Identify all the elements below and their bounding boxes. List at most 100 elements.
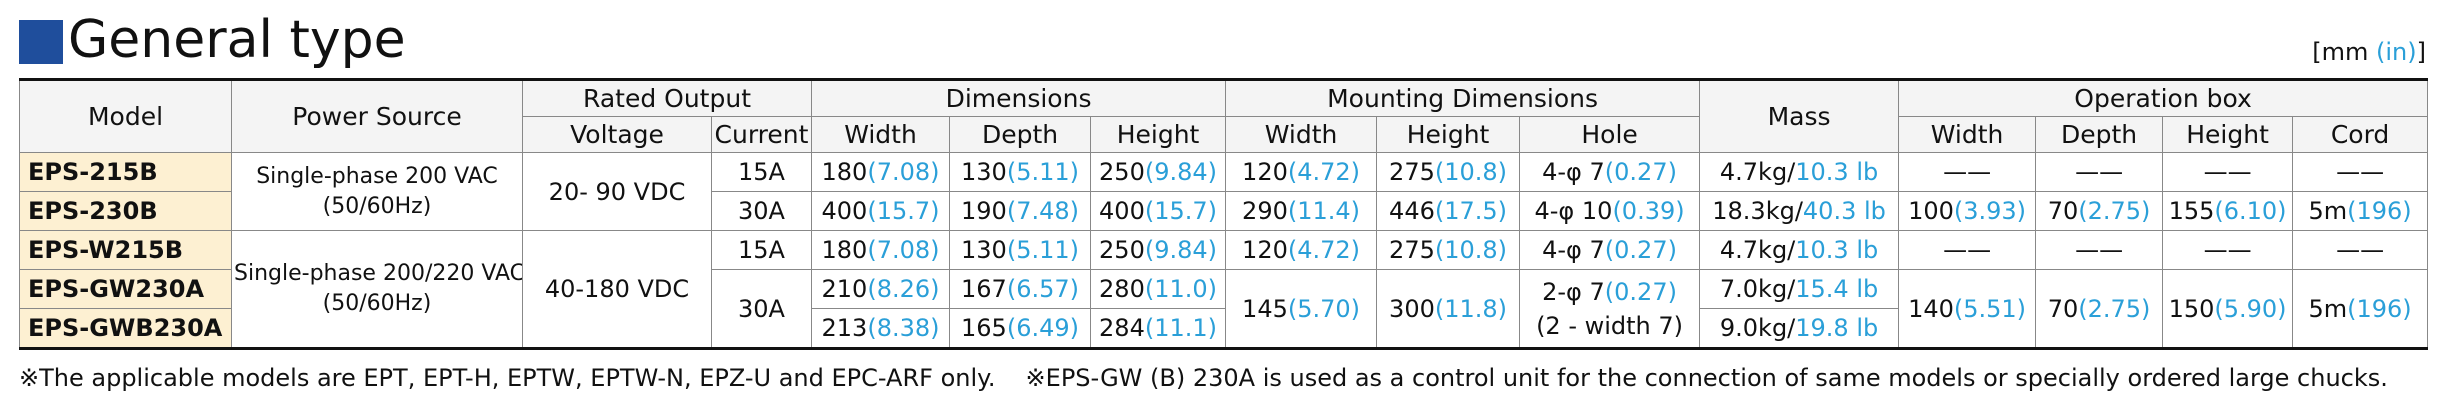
footnote: ※The applicable models are EPT, EPT-H, E… [19,364,996,392]
value-inch: (7.08) [867,158,940,186]
data-cell: 120(4.72) [1225,152,1378,192]
value-metric: 18.3kg/ [1712,197,1803,225]
value-inch: (11.4) [1287,197,1361,225]
value-inch: 40.3 lb [1802,197,1886,225]
unit-close: ] [2416,38,2426,66]
value-metric: 130 [961,158,1007,186]
model-cell: EPS-GWB230A [19,308,232,349]
header-cell: Model [19,79,232,153]
value-metric: 446 [1389,197,1435,225]
data-cell: 20- 90 VDC [522,152,712,231]
value-metric: 140 [1908,294,1954,323]
value-metric: 5m [2308,294,2348,323]
header-cell: Rated Output [521,79,813,117]
data-cell: —— [2035,152,2164,192]
header-subcell: Height [1090,116,1227,153]
value-metric: 210 [821,275,868,303]
value-metric: 165 [961,314,1007,342]
data-cell: 190(7.48) [949,191,1092,231]
data-cell: —— [2035,230,2164,270]
value-inch: (6.49) [1006,314,1079,342]
value-metric: 120 [1242,158,1288,186]
data-row: EPS-W215B Single-phase 200/220 VAC (50/60H… [19,230,2429,349]
title: General type [68,10,406,70]
value-metric: 213 [821,314,868,342]
value-metric: 167 [961,275,1007,303]
header-subcell: Height [2162,116,2294,153]
data-cell: 15A [710,230,813,270]
data-cell: 30A [710,269,813,349]
cell-text: —— [2075,236,2124,264]
cell-text: 30A [738,197,785,225]
cell-line: Single-phase 200/220 VAC [234,261,523,286]
header-subcell: Depth [949,116,1092,153]
data-cell: 140(5.51) [1898,269,2037,349]
data-cell: 400(15.7) [1090,191,1227,231]
value-inch: (15.7) [867,197,940,225]
data-cell: 15A [710,152,813,192]
value-metric: 100 [1908,197,1954,225]
value-inch: (9.84) [1144,158,1218,186]
value-metric: 120 [1242,236,1288,264]
cell-text: 15A [738,236,785,264]
value-metric: 275 [1389,236,1435,264]
value-inch: (6.57) [1006,275,1079,303]
cell-text: EPS-GW230A [28,275,205,303]
value-metric: 4-φ 7 [1542,236,1605,264]
data-cell: 180(7.08) [811,152,951,192]
value-metric: 400 [821,197,868,225]
value-metric: 155 [2168,197,2215,225]
cell-text: EPS-GWB230A [28,314,223,342]
value-metric: 5m [2308,197,2348,225]
value-inch: (8.38) [867,314,940,342]
cell-text: —— [1943,158,1992,186]
unit-mm: [mm [2312,38,2369,66]
unit-in: (in) [2376,38,2417,66]
cell-line: (50/60Hz) [322,291,432,316]
header-row: Voltage Current Width Depth Height Width Heigh… [20,116,2429,153]
value-inch: (2.75) [2078,294,2151,323]
cell-text: 20- 90 VDC [548,177,686,206]
value-inch: 10.3 lb [1795,236,1879,264]
cell-text: —— [1943,236,1992,264]
data-cell: 100(3.93) [1898,191,2037,231]
header-subcell: Width [811,116,951,153]
data-cell: 400(15.7) [811,191,951,231]
data-cell: 7.0kg/15.4 lb [1699,269,1900,309]
value-metric: 145 [1242,294,1288,323]
value-inch: 10.3 lb [1795,158,1879,186]
value-inch: (4.72) [1287,158,1361,186]
value-inch: (5.51) [1953,294,2027,323]
cell-text: —— [2336,158,2385,186]
data-cell: 145(5.70) [1225,269,1378,349]
value-metric: 180 [821,236,868,264]
value-inch: 19.8 lb [1795,314,1879,342]
cell-text: —— [2203,236,2252,264]
data-cell: 40-180 VDC [522,230,712,349]
value-inch: (196) [2347,294,2412,323]
header-subcell: Height [1376,116,1521,153]
value-metric: 250 [1099,158,1145,186]
header-cell: Mass [1699,79,1900,153]
value-metric: 290 [1242,197,1288,225]
value-metric: 4.7kg/ [1719,236,1796,264]
cell-text: EPS-W215B [28,236,184,264]
value-metric: 9.0kg/ [1719,314,1796,342]
value-inch: (5.90) [2214,294,2287,323]
data-cell: —— [2162,152,2294,192]
footnote: ※EPS-GW (B) 230A is used as a control un… [1025,364,2388,392]
data-cell: 4.7kg/10.3 lb [1699,230,1900,270]
value-metric: 300 [1389,294,1435,323]
data-cell: 70(2.75) [2035,269,2164,349]
cell-text: —— [2075,158,2124,186]
header-subcell: Current [710,116,813,153]
header-subcell: Voltage [522,116,712,153]
value-metric: 4-φ 7 [1542,158,1605,186]
data-cell: 2-φ 7(0.27) (2 - width 7) [1519,269,1701,349]
model-cell: EPS-215B [19,152,232,192]
value-inch: (10.8) [1434,236,1508,264]
header-subcell: Hole [1519,116,1701,153]
data-cell: 9.0kg/19.8 lb [1699,308,1900,349]
value-metric: 280 [1099,275,1145,303]
